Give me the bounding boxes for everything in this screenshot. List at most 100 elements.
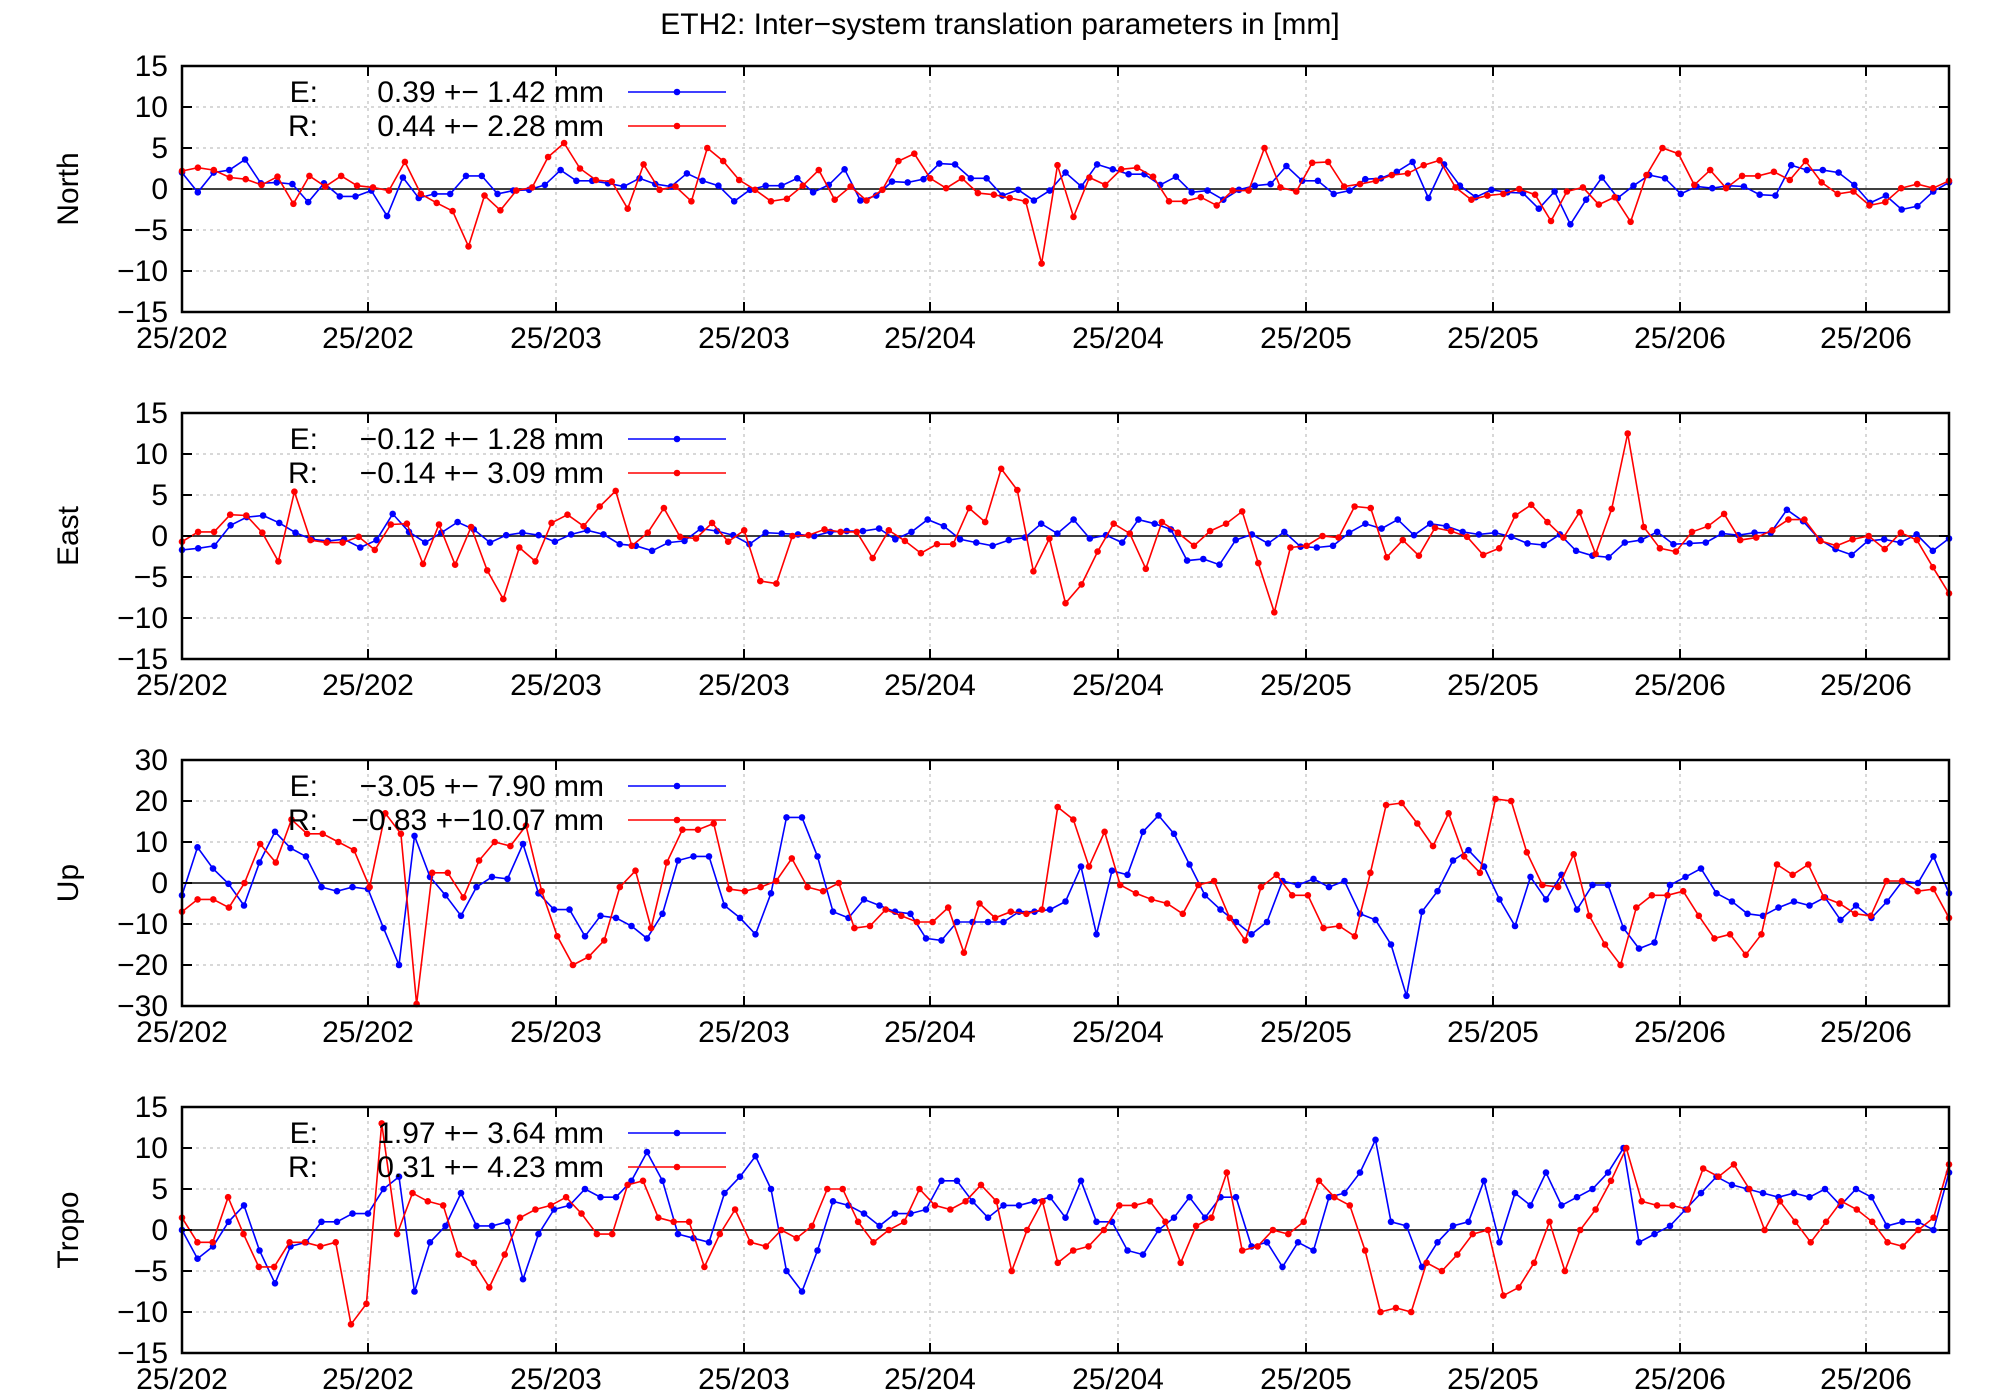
data-point-E [1913,531,1920,538]
data-point-E [798,814,806,821]
x-tick-label: 25/206 [1820,322,1912,355]
data-point-R [663,859,671,866]
data-point-R [564,511,571,518]
data-point-E [1183,557,1191,564]
data-point-R [439,1202,447,1209]
data-point-E [1046,906,1054,913]
data-point-R [1054,803,1061,811]
y-tick-label: 0 [151,520,168,553]
data-point-R [1146,1198,1154,1205]
data-point-R [1736,536,1744,544]
data-point-E [973,539,980,546]
data-point-R [819,887,827,895]
data-point-R [821,526,828,533]
data-point-R [1222,520,1230,527]
data-point-E [1852,902,1860,909]
data-point-E [1803,166,1811,174]
data-point-R [660,504,668,512]
data-point-E [1372,1136,1379,1144]
data-point-R [1664,892,1671,899]
data-point-E [730,198,738,205]
data-point-R [1722,184,1730,192]
data-point-R [1320,924,1327,932]
data-point-R [1431,524,1439,532]
data-point-E [567,531,575,538]
data-point-R [808,1222,816,1230]
data-point-R [243,512,250,519]
data-point-E [1345,529,1353,536]
data-point-R [576,165,584,172]
data-point-R [210,528,218,536]
data-point-R [1007,908,1015,915]
data-point-R [895,157,902,165]
x-tick-label: 25/205 [1447,322,1539,355]
data-point-E [389,510,397,518]
data-point-E [1783,506,1791,514]
data-point-E [1756,191,1763,198]
data-point-R [1746,1185,1753,1193]
data-point-R [1382,801,1390,809]
data-point-R [882,906,889,913]
data-point-R [592,176,600,184]
data-point-E [953,918,961,926]
x-tick-label: 25/204 [1072,1016,1164,1049]
data-point-R [1913,536,1921,544]
data-point-R [1897,184,1905,192]
data-point-E [1263,918,1271,926]
data-point-R [1335,922,1343,930]
data-point-E [1653,528,1661,536]
data-point-R [1331,1193,1338,1201]
data-point-R [210,896,217,903]
data-point-R [1653,1202,1661,1209]
data-point-E [357,544,364,551]
legend-marker-E [673,1129,681,1137]
x-tick-label: 25/205 [1447,1363,1539,1396]
y-tick-label: 15 [135,397,168,430]
data-point-E [1508,533,1515,541]
data-point-R [1226,914,1233,922]
data-point-R [1659,144,1666,152]
data-point-E [1093,931,1100,938]
data-point-E [699,177,706,185]
data-point-E [860,896,868,903]
data-point-R [1158,518,1166,526]
x-tick-label: 25/204 [1072,322,1164,355]
data-point-R [788,855,796,862]
data-point-R [1094,548,1101,555]
data-point-R [585,953,592,961]
data-point-E [1170,830,1178,838]
data-point-R [1383,554,1391,561]
data-point-R [866,922,874,930]
data-point-E [752,931,759,938]
data-point-R [1454,1251,1461,1258]
data-point-R [757,883,764,891]
data-point-R [741,887,749,895]
data-point-R [885,527,893,534]
data-point-R [694,826,702,833]
data-point-R [562,1193,570,1201]
x-tick-label: 25/203 [510,322,602,355]
data-point-E [1201,1214,1209,1221]
data-point-E [1449,857,1457,864]
data-point-E [1898,206,1905,213]
data-point-R [1592,1206,1599,1213]
data-point-E [1346,187,1353,194]
data-point-E [227,522,234,529]
data-point-R [1335,534,1342,541]
data-point-R [640,161,647,168]
data-point-R [1929,563,1937,571]
data-point-E [904,179,911,186]
data-point-R [1883,877,1890,885]
x-tick-label: 25/204 [884,322,976,355]
data-point-E [1124,1247,1131,1254]
data-point-R [1190,542,1198,550]
data-point-R [1515,1284,1523,1291]
data-point-E [1465,1218,1472,1226]
data-point-R [194,1239,201,1246]
data-point-E [857,197,864,204]
data-point-E [1864,537,1872,545]
data-point-E [924,516,931,523]
y-tick-label: −15 [117,1337,168,1370]
data-point-R [1022,198,1029,205]
data-point-R [854,1218,862,1226]
